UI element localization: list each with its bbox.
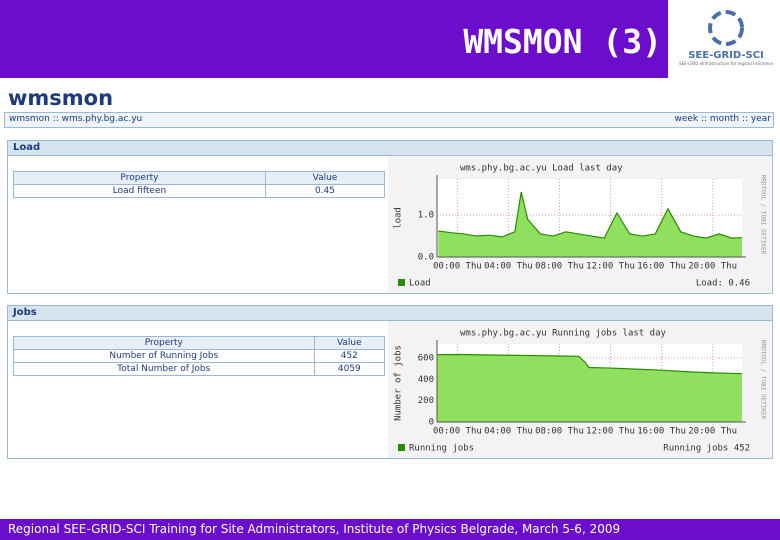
credit: RRDTOOL / TOBI OETIKER <box>760 175 767 255</box>
credit: RRDTOOL / TOBI OETIKER <box>760 340 767 420</box>
table-cell: 0.45 <box>264 184 386 198</box>
y-axis-label: Number of jobs <box>394 345 404 421</box>
x-tick-label: 16:00 Thu <box>637 427 686 437</box>
legend-swatch <box>398 279 405 286</box>
chart-title: wms.phy.bg.ac.yu Running jobs last day <box>460 329 666 339</box>
x-tick-label: 00:00 Thu <box>433 262 482 272</box>
area <box>438 192 742 257</box>
y-tick-label: 0.0 <box>418 253 434 263</box>
table-row: Number of Running Jobs 452 <box>13 349 386 363</box>
table-cell: 452 <box>313 349 386 363</box>
y-tick-label: 200 <box>418 396 434 406</box>
chart-title: wms.phy.bg.ac.yu Load last day <box>460 164 623 174</box>
area <box>437 354 742 422</box>
panel-header: Load <box>8 141 772 156</box>
logo-text: SEE-GRID-SCI <box>688 50 764 61</box>
chart: wms.phy.bg.ac.yu Load last day load RRDTOO… <box>388 156 771 293</box>
table-cell: Total Number of Jobs <box>13 362 315 376</box>
legend-entry: Running jobs <box>409 444 474 454</box>
logo-subtitle: SEE-GRID eInfrastructure for regional eS… <box>679 61 773 66</box>
table-header: Property Value <box>13 171 386 185</box>
x-tick-label: 12:00 Thu <box>586 427 635 437</box>
period-links[interactable]: week :: month :: year <box>674 114 771 124</box>
x-tick-label: 08:00 Thu <box>535 262 584 272</box>
table-cell: Number of Running Jobs <box>13 349 315 363</box>
table-header: Property Value <box>13 336 386 350</box>
chart: wms.phy.bg.ac.yu Running jobs last day Nu… <box>388 321 771 458</box>
table-row: Load fifteen 0.45 <box>13 184 386 198</box>
column-header: Value <box>313 336 386 350</box>
slide-title: WMSMON (3) <box>463 22 662 61</box>
logo: SEE-GRID-SCI SEE-GRID eInfrastructure fo… <box>676 2 776 76</box>
legend-entry: Load <box>409 279 431 289</box>
current-value: Running jobs 452 <box>663 444 750 454</box>
x-tick-label: 04:00 Thu <box>484 262 533 272</box>
line <box>438 191 743 239</box>
x-tick-label: 00:00 Thu <box>433 427 482 437</box>
line <box>436 353 743 375</box>
column-header: Value <box>264 171 386 185</box>
x-tick-label: 08:00 Thu <box>535 427 584 437</box>
x-tick-label: 20:00 Thu <box>688 262 737 272</box>
table-cell: Load fifteen <box>13 184 266 198</box>
nav-bar: wmsmon :: wms.phy.bg.ac.yu week :: month… <box>4 112 774 128</box>
x-tick-label: 16:00 Thu <box>637 262 686 272</box>
footer: Regional SEE-GRID-SCI Training for Site … <box>0 519 780 540</box>
brand: wmsmon <box>8 86 114 110</box>
logo-icon <box>708 10 744 46</box>
x-tick-label: 20:00 Thu <box>688 427 737 437</box>
panel-header: Jobs <box>8 306 772 321</box>
y-tick-label: 600 <box>418 353 434 363</box>
current-value: Load: 0.46 <box>696 279 750 289</box>
x-tick-label: 04:00 Thu <box>484 427 533 437</box>
y-axis-label: load <box>394 207 404 229</box>
y-tick-label: 0 <box>429 418 434 428</box>
table-cell: 4059 <box>313 362 386 376</box>
property-table: Property Value Load fifteen 0.45 <box>13 171 386 198</box>
y-tick-label: 1.0 <box>418 211 434 221</box>
x-tick-label: 12:00 Thu <box>586 262 635 272</box>
panel: Jobs Property Value Number of Running Jobs 4… <box>7 305 773 459</box>
title-bar <box>0 0 668 78</box>
column-header: Property <box>13 336 315 350</box>
panel: Load Property Value Load fifteen 0.45 wms.phy… <box>7 140 773 294</box>
column-header: Property <box>13 171 266 185</box>
breadcrumb[interactable]: wmsmon :: wms.phy.bg.ac.yu <box>9 114 143 124</box>
legend-swatch <box>398 444 405 451</box>
table-row: Total Number of Jobs 4059 <box>13 362 386 376</box>
property-table: Property Value Number of Running Jobs 452 To… <box>13 336 386 376</box>
y-tick-label: 400 <box>418 375 434 385</box>
